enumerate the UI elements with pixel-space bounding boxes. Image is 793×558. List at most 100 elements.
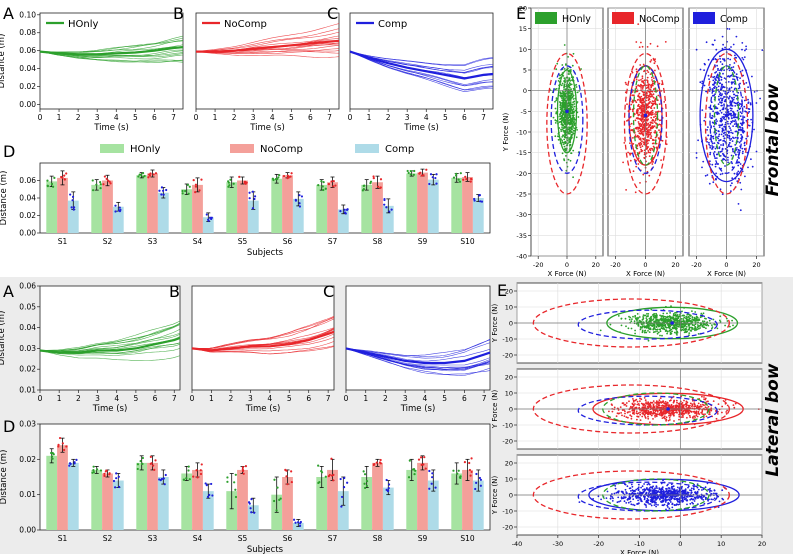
- trial-point: [276, 487, 278, 489]
- trial-point: [458, 470, 460, 472]
- bar-comp: [428, 180, 439, 233]
- trial-point: [383, 204, 385, 206]
- trial-point: [481, 201, 483, 203]
- trial-point: [250, 511, 252, 513]
- trial-point: [254, 195, 256, 197]
- x-tick-label-subject: S3: [148, 534, 158, 543]
- x-axis-label: X Force (N): [626, 270, 665, 278]
- trial-point: [468, 462, 470, 464]
- trial-point: [73, 209, 75, 211]
- y-tick-label: 0.00: [19, 526, 36, 535]
- trial-point: [387, 490, 389, 492]
- x-tick-label: 4: [267, 394, 272, 403]
- panel-letter-C: C: [327, 4, 338, 23]
- trial-point: [99, 181, 101, 183]
- trial-point: [163, 194, 165, 196]
- trial-point: [227, 186, 229, 188]
- trial-point: [386, 479, 388, 481]
- trial-point: [343, 477, 345, 479]
- trial-point: [275, 509, 277, 511]
- trial-point: [388, 210, 390, 212]
- trial-point: [195, 186, 197, 188]
- trial-point: [228, 182, 230, 184]
- trial-point: [278, 174, 280, 176]
- x-tick-label-subject: S10: [460, 237, 475, 246]
- trial-point: [137, 463, 139, 465]
- x-tick-label-subject: S1: [58, 237, 68, 246]
- trial-point: [142, 176, 144, 178]
- trial-point: [422, 463, 424, 465]
- x-tick-label: 20: [752, 261, 760, 269]
- x-tick-label-subject: S8: [373, 534, 383, 543]
- trial-point: [474, 488, 476, 490]
- y-tick-label: 0.04: [19, 64, 36, 73]
- x-tick-label: 20: [592, 261, 600, 269]
- trial-point: [388, 483, 390, 485]
- trial-point: [346, 209, 348, 211]
- trial-point: [249, 507, 251, 509]
- trial-point: [435, 173, 437, 175]
- trial-point: [195, 184, 197, 186]
- trial-point: [100, 183, 102, 185]
- x-tick-label: 7: [326, 394, 331, 403]
- trial-point: [273, 500, 275, 502]
- trial-point: [328, 183, 330, 185]
- x-tick-label: 1: [367, 113, 372, 122]
- trial-point: [413, 473, 415, 475]
- trial-point: [106, 178, 108, 180]
- trial-point: [63, 175, 65, 177]
- trial-point: [408, 476, 410, 478]
- x-tick-label: 7: [482, 394, 487, 403]
- trial-point: [164, 483, 166, 485]
- trial-point: [280, 498, 282, 500]
- trial-point: [363, 470, 365, 472]
- x-tick-label: 2: [232, 113, 237, 122]
- x-axis-label: Subjects: [247, 248, 284, 258]
- trial-point: [140, 460, 142, 462]
- legend-label-honly: HOnly: [68, 19, 99, 30]
- trial-point: [65, 445, 67, 447]
- trial-point: [410, 173, 412, 175]
- trial-point: [161, 478, 163, 480]
- trial-point: [238, 176, 240, 178]
- trial-point: [421, 174, 423, 176]
- trial-point: [51, 458, 53, 460]
- legend-label-honly: HOnly: [130, 144, 161, 155]
- x-tick-label: 0: [344, 394, 349, 403]
- x-tick-label-subject: S1: [58, 534, 68, 543]
- trial-point: [409, 460, 411, 462]
- trial-point: [226, 481, 228, 483]
- y-tick-label: 0: [509, 320, 513, 328]
- x-axis-label: Time (s): [93, 123, 129, 133]
- trial-point: [142, 457, 144, 459]
- trial-point: [332, 474, 334, 476]
- x-tick-label: 0: [38, 394, 43, 403]
- y-tick-label: -10: [502, 508, 513, 516]
- trial-point: [165, 474, 167, 476]
- trial-point: [340, 505, 342, 507]
- trial-point: [285, 475, 287, 477]
- x-tick-label-subject: S9: [418, 237, 428, 246]
- trial-point: [198, 189, 200, 191]
- trial-point: [160, 193, 162, 195]
- bar-nocomp: [237, 470, 248, 530]
- trial-point: [211, 494, 213, 496]
- x-tick-label: 20: [671, 261, 679, 269]
- bar-nocomp: [57, 445, 68, 530]
- trial-point: [297, 521, 299, 523]
- trial-point: [471, 471, 473, 473]
- trial-point: [474, 199, 476, 201]
- trial-point: [413, 170, 415, 172]
- trial-point: [435, 183, 437, 185]
- y-axis-label: Y Force (N): [491, 304, 499, 344]
- trial-point: [208, 220, 210, 222]
- trial-point: [69, 193, 71, 195]
- trial-point: [200, 469, 202, 471]
- x-axis-label: X Force (N): [620, 549, 659, 554]
- trial-point: [287, 177, 289, 179]
- x-tick-label-subject: S7: [328, 237, 338, 246]
- x-tick-label: 0: [724, 261, 728, 269]
- trial-point: [462, 179, 464, 181]
- x-tick-label: 0: [190, 394, 195, 403]
